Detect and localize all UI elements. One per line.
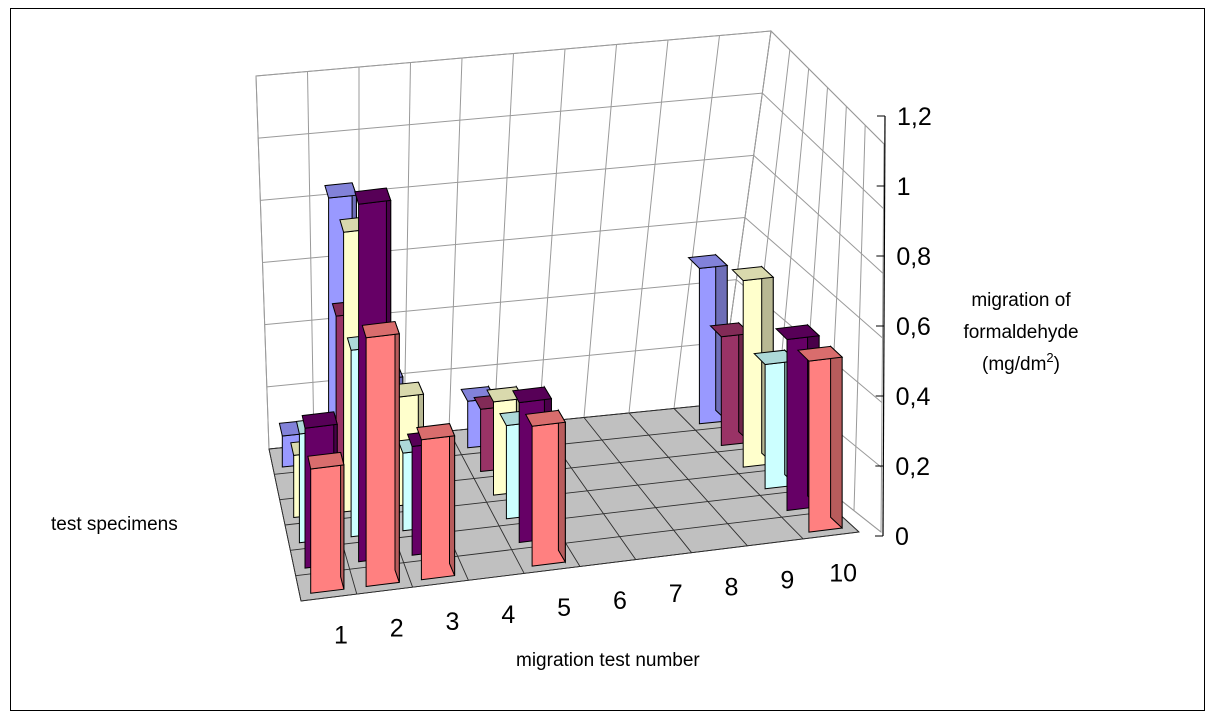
chart-frame: 0 0,2 0,4 0,6 0,8 1 1,2 1 2 3 4 5 6 7 8 9 10 test speci…: [10, 8, 1205, 711]
y-tick-label: 0,6: [896, 313, 931, 341]
back-wall-vgrid: [493, 53, 514, 427]
back-wall-vgrid: [255, 75, 270, 450]
x-tick-label: 10: [829, 559, 857, 587]
bar-top-face: [354, 187, 392, 205]
y-axis-title-unit: (mg/dm: [982, 354, 1046, 375]
bar-top-face: [774, 324, 821, 341]
bar-front-face: [310, 464, 345, 594]
back-wall-vgrid: [628, 39, 669, 414]
bar-top-face: [709, 322, 752, 338]
back-wall-vgrid: [448, 57, 463, 432]
back-wall-vgrid: [307, 71, 315, 445]
bar-s1-test-3: [416, 423, 456, 581]
x-tick-label: 1: [334, 622, 348, 650]
x-tick-label: 8: [725, 573, 739, 601]
bar-top-face: [753, 349, 798, 366]
x-tick-label: 4: [501, 601, 515, 629]
bar-top-face: [301, 411, 338, 429]
bar-top-face: [307, 451, 345, 470]
floor-gridline-depth: [300, 531, 860, 602]
bar-top-face: [687, 254, 729, 269]
back-wall-vgrid: [538, 48, 566, 423]
x-tick-label: 5: [557, 594, 571, 622]
bar-s6-test-10: [687, 253, 729, 425]
back-wall-vgrid: [403, 62, 411, 436]
y-tick-label: 0,2: [895, 453, 930, 481]
y-tick-label: 1,2: [897, 103, 932, 131]
bar-s1-test-1: [307, 451, 345, 594]
bar-side-face: [449, 423, 456, 576]
y-tick-label: 0,8: [896, 243, 931, 271]
depth-axis-title: test specimens: [51, 514, 178, 535]
bar-top-face: [416, 423, 456, 441]
bar-top-face: [361, 320, 400, 339]
y-axis-title: migration of formaldehyde (mg/dm2): [963, 290, 1078, 375]
y-axis-title-close: ): [1054, 354, 1060, 375]
bar-side-face: [830, 345, 843, 530]
x-axis: 1 2 3 4 5 6 7 8 9 10: [334, 559, 857, 649]
bar-side-face: [394, 321, 400, 583]
bar-s1-test-2: [361, 320, 400, 588]
y-tick-label: 0: [895, 523, 909, 551]
back-wall-vgrid: [583, 44, 617, 418]
bar-s1-test-5: [524, 408, 567, 567]
y-axis-title-line-1: migration of: [971, 290, 1071, 311]
bar-s1-test-10: [796, 345, 844, 533]
bars: [278, 182, 844, 594]
x-tick-label: 3: [446, 608, 460, 636]
x-tick-label: 7: [669, 580, 683, 608]
y-axis-title-superscript: 2: [1046, 350, 1053, 365]
x-tick-label: 9: [780, 566, 794, 594]
x-tick-label: 2: [390, 615, 404, 643]
bar-side-face: [557, 408, 566, 564]
bar-top-face: [324, 182, 358, 199]
x-tick-label: 6: [613, 587, 627, 615]
back-wall-vgrid: [673, 35, 720, 409]
formaldehyde-migration-3d-chart: 0 0,2 0,4 0,6 0,8 1 1,2 1 2 3 4 5 6 7 8 9 10 test speci…: [51, 29, 1079, 671]
svg-text:(mg/dm2): (mg/dm2): [982, 350, 1060, 375]
bar-top-face: [731, 266, 775, 282]
y-axis-title-line-2: formaldehyde: [963, 322, 1078, 343]
bar-front-face: [365, 333, 400, 588]
y-tick-label: 0,4: [896, 383, 931, 411]
bar-side-face: [340, 452, 345, 590]
bar-top-face: [796, 345, 844, 362]
side-wall-vgrid: [853, 125, 866, 511]
bar-top-face: [512, 386, 553, 404]
y-axis: 0 0,2 0,4 0,6 0,8 1 1,2: [875, 103, 932, 551]
bar-top-face: [524, 409, 567, 427]
x-axis-title: migration test number: [516, 650, 700, 671]
y-tick-label: 1: [897, 173, 911, 201]
